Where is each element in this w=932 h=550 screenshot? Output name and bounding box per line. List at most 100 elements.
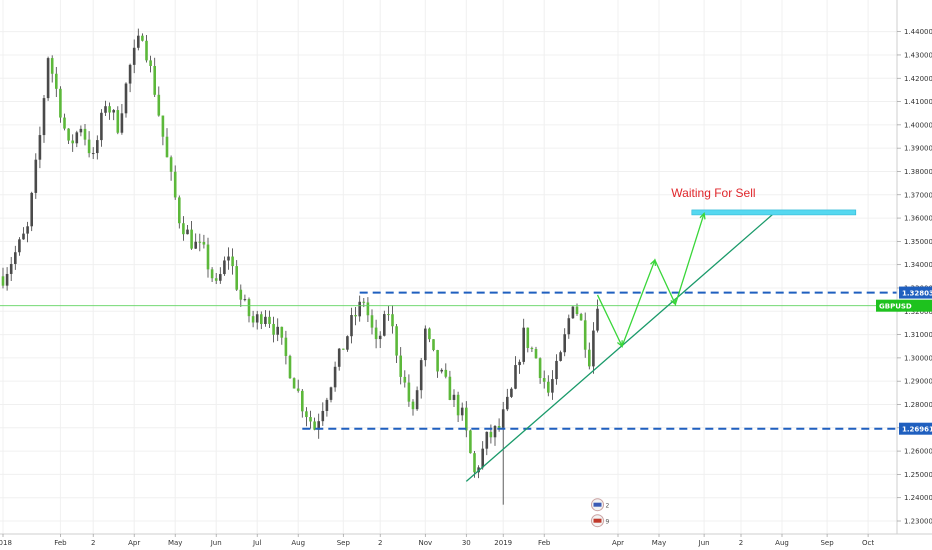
candle-body xyxy=(460,407,464,416)
x-tick-label: Jun xyxy=(698,539,710,547)
candle-body xyxy=(456,394,460,416)
event-markers[interactable]: 29 xyxy=(591,498,610,528)
candle-body xyxy=(522,327,525,362)
y-tick-label: 1.25000 xyxy=(904,471,932,479)
candle-body xyxy=(153,65,156,95)
candle-body xyxy=(542,378,546,382)
candle-body xyxy=(116,110,120,133)
candle-body xyxy=(407,382,411,402)
candle-body xyxy=(354,315,357,317)
y-tick-label: 1.38000 xyxy=(904,168,932,176)
candle-body xyxy=(14,252,17,264)
plot-background xyxy=(0,0,897,534)
x-tick-label: May xyxy=(652,539,666,547)
candle-body xyxy=(337,348,341,367)
y-tick-label: 1.26000 xyxy=(904,448,932,456)
candle-body xyxy=(9,263,13,274)
candle-body xyxy=(178,197,181,224)
candle-body xyxy=(350,315,353,337)
event-marker-count: 9 xyxy=(606,519,610,526)
candle-body xyxy=(526,327,530,348)
candle-body xyxy=(100,112,103,141)
support-price-tag xyxy=(899,422,932,435)
candle-body xyxy=(42,98,46,136)
event-marker-flag xyxy=(593,518,602,523)
candle-body xyxy=(83,128,87,140)
candle-body xyxy=(96,140,99,154)
y-tick-label: 1.42000 xyxy=(904,75,932,83)
candle-body xyxy=(284,337,288,357)
projection-layer[interactable] xyxy=(596,209,857,348)
candle-body xyxy=(288,356,292,379)
candle-body xyxy=(38,135,42,160)
candle-body xyxy=(104,106,107,113)
y-tick-label: 1.32000 xyxy=(904,308,932,316)
y-tick-label: 1.24000 xyxy=(904,494,932,502)
x-tick-label: Sep xyxy=(820,539,834,547)
annotation-waiting-for-sell[interactable]: Waiting For Sell xyxy=(671,186,755,200)
candle-body xyxy=(559,352,562,361)
candle-body xyxy=(91,153,95,155)
candle-body xyxy=(366,302,370,316)
candle-body xyxy=(444,369,448,377)
candle-body xyxy=(419,360,423,391)
candle-body xyxy=(173,171,177,198)
x-axis[interactable]: 2018 Feb 2 Apr May Jun Jul Aug Sep 2 Nov 30 2019 Feb A… xyxy=(0,534,874,547)
candle-body xyxy=(182,223,185,235)
candle-body xyxy=(1,276,5,286)
candle-body xyxy=(46,58,50,99)
candle-body xyxy=(567,318,571,335)
y-tick-label: 1.31000 xyxy=(904,331,932,339)
candle-body xyxy=(448,376,452,400)
candle-body xyxy=(255,314,259,323)
candle-body xyxy=(157,94,161,116)
y-tick-label: 1.44000 xyxy=(904,28,932,36)
candle-body xyxy=(362,301,366,303)
candle-body xyxy=(239,289,243,300)
y-axis[interactable]: 1.230001.240001.250001.260001.270001.280… xyxy=(897,28,932,526)
candle-body xyxy=(63,117,66,129)
candle-body xyxy=(579,313,583,321)
projection-arrowhead xyxy=(699,211,706,220)
candle-body xyxy=(530,347,534,350)
candle-body xyxy=(534,349,538,359)
candle-body xyxy=(555,360,558,380)
candle-body xyxy=(120,113,124,133)
y-tick-label: 1.29000 xyxy=(904,378,932,386)
candle-body xyxy=(563,334,566,353)
candle-body xyxy=(227,256,230,261)
x-tick-label: Sep xyxy=(337,539,351,547)
candle-body xyxy=(206,244,210,270)
horizontal-levels[interactable] xyxy=(0,291,897,430)
trendline-layer[interactable] xyxy=(465,212,775,482)
candle-body xyxy=(473,453,476,473)
candle-body xyxy=(399,355,402,377)
y-tick-label: 1.30000 xyxy=(904,354,932,362)
y-tick-label: 1.40000 xyxy=(904,121,932,129)
x-tick-label: 30 xyxy=(462,539,471,547)
candle-body xyxy=(465,407,468,431)
y-tick-label: 1.41000 xyxy=(904,98,932,106)
candle-body xyxy=(132,47,136,65)
candle-body xyxy=(387,314,390,316)
candle-body xyxy=(424,328,427,361)
candle-body xyxy=(137,35,140,48)
candle-body xyxy=(210,269,214,279)
candle-body xyxy=(55,73,58,89)
candle-body xyxy=(149,60,152,66)
candlesticks xyxy=(1,28,599,505)
candle-body xyxy=(202,241,206,245)
candle-body xyxy=(378,335,382,340)
candle-body xyxy=(485,431,489,449)
x-tick-label: 2 xyxy=(378,539,382,547)
candle-body xyxy=(489,431,493,438)
candle-body xyxy=(432,339,435,351)
x-tick-label: Nov xyxy=(418,539,432,547)
candle-body xyxy=(370,315,374,328)
event-marker-count: 2 xyxy=(606,503,610,510)
candle-body xyxy=(403,376,407,383)
y-tick-label: 1.43000 xyxy=(904,51,932,59)
candle-body xyxy=(518,361,521,366)
candle-body xyxy=(190,229,193,249)
